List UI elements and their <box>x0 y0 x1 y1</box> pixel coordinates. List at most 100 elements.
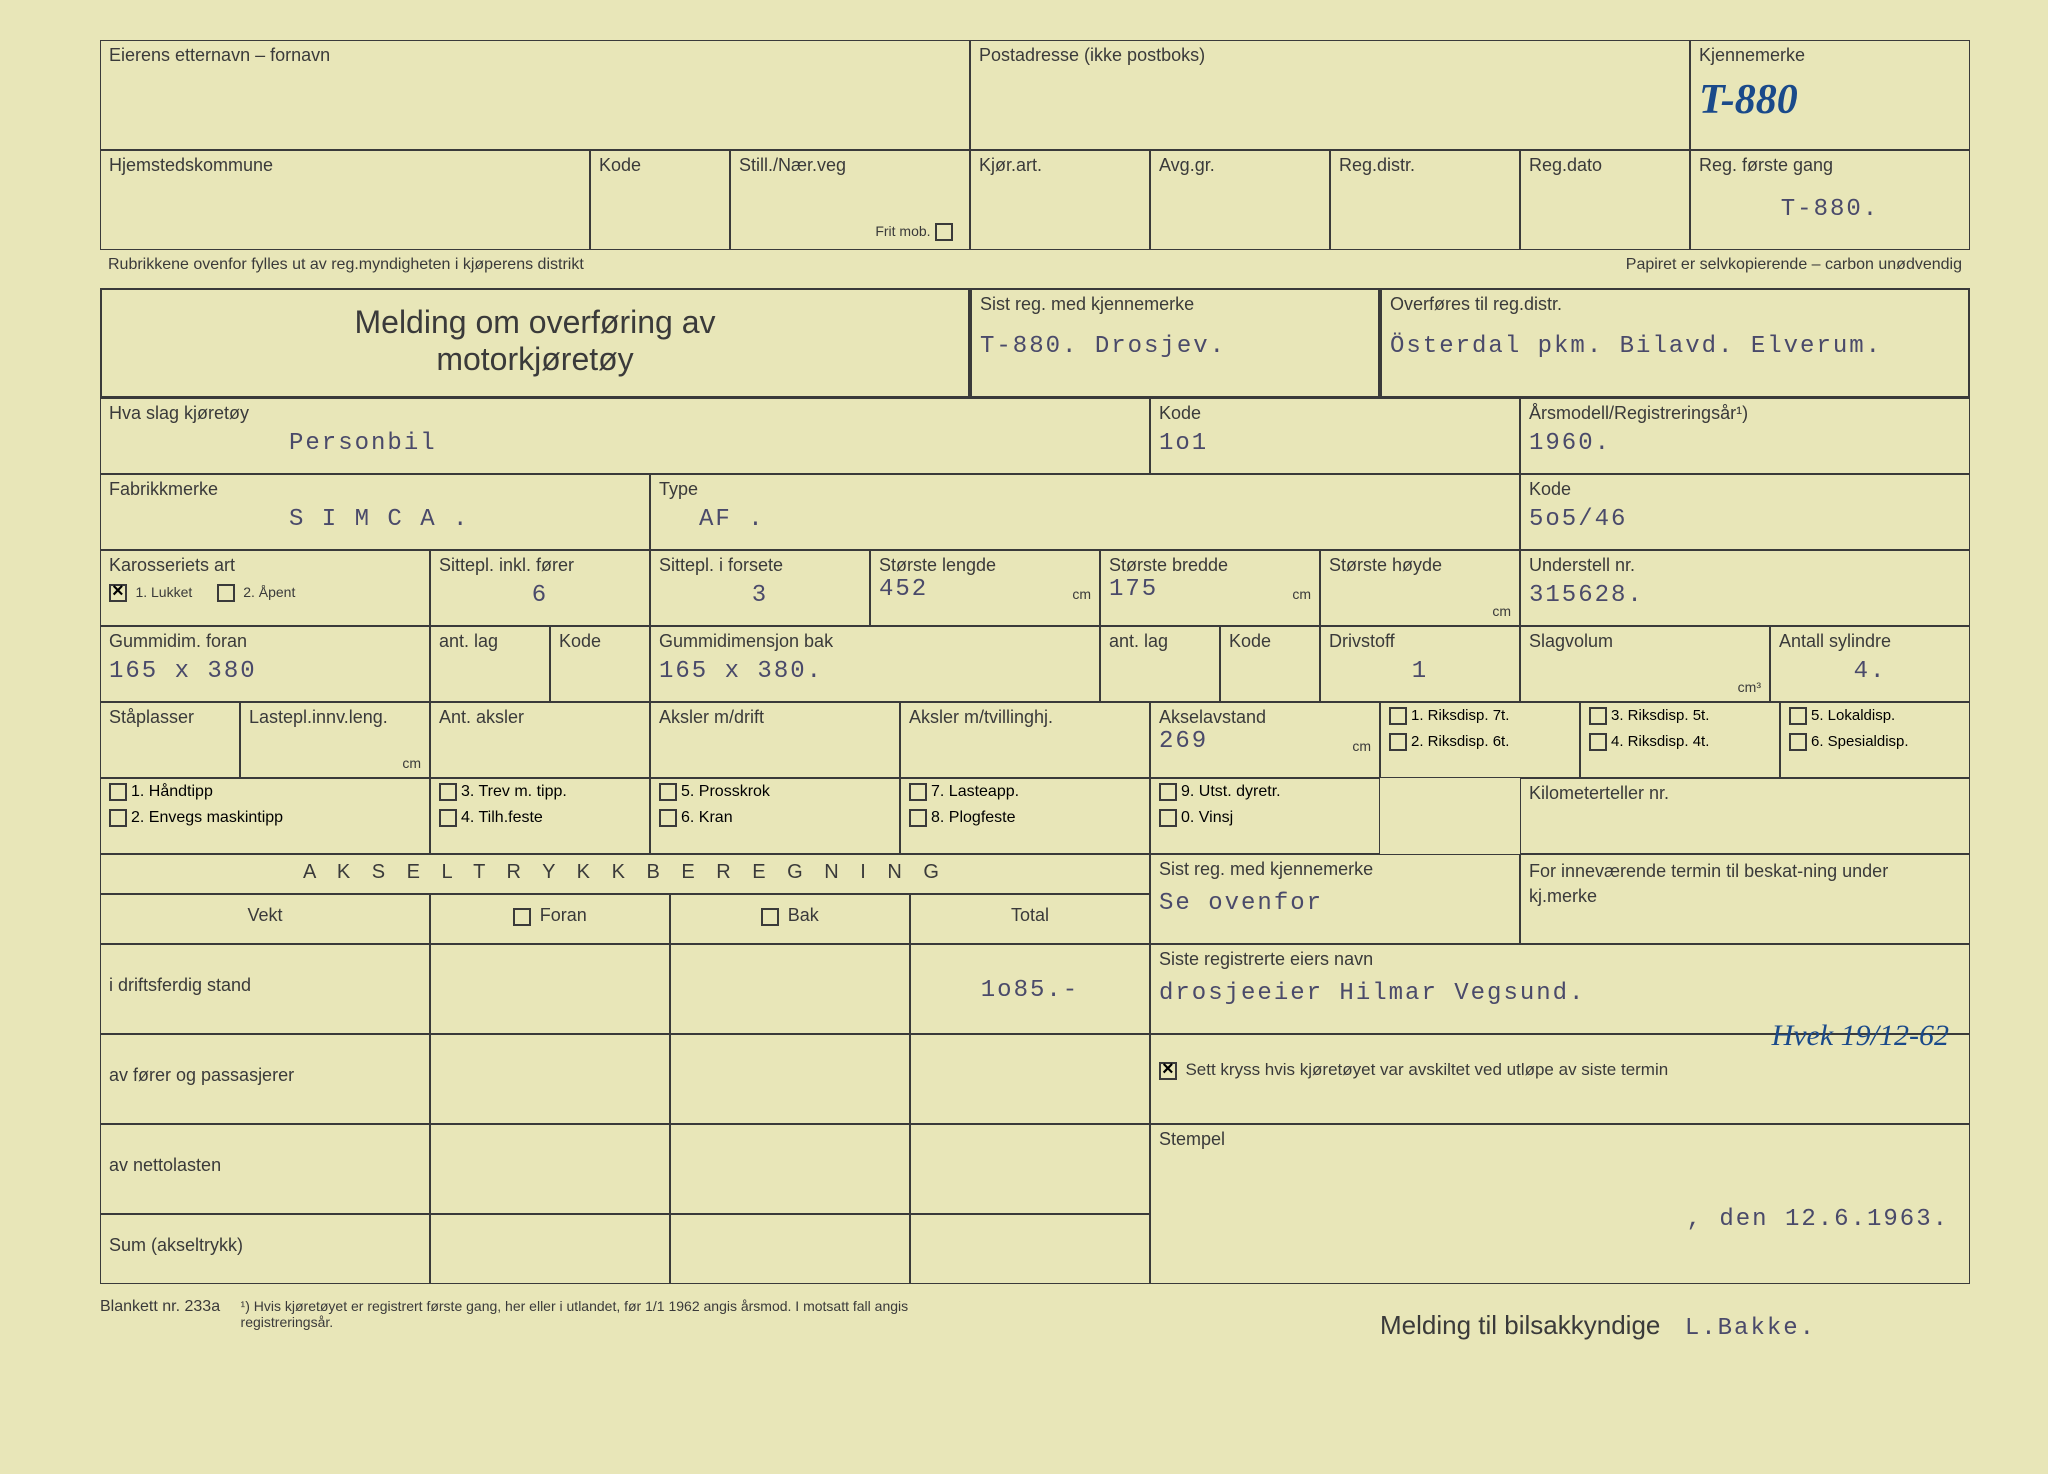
carbon-note: Papiret er selvkopierende – carbon unødv… <box>1626 256 1962 274</box>
driver-bak <box>670 1034 910 1124</box>
closed-label: 1. Lukket <box>135 584 192 600</box>
vehicle-type-cell: Hva slag kjøretøy Personbil <box>100 398 1150 474</box>
still-field: Still./Nær.veg Frit mob. <box>730 150 970 250</box>
eq90-cell: 9. Utst. dyretr. 0. Vinsj <box>1150 778 1380 854</box>
layers2-label: ant. lag <box>1109 631 1211 652</box>
axle-count-label: Ant. aksler <box>439 707 641 728</box>
drive-type-label: Kjør.art. <box>979 155 1141 176</box>
tire-code2-label: Kode <box>1229 631 1311 652</box>
disp5-label: 5. Lokaldisp. <box>1811 707 1895 724</box>
note-row: Rubrikkene ovenfor fylles ut av reg.mynd… <box>100 256 1970 286</box>
height-label: Største høyde <box>1329 555 1511 576</box>
title-line2: motorkjøretøy <box>110 341 960 378</box>
footer-title: Melding til bilsakkyndige <box>1380 1310 1660 1340</box>
last-reg-label: Sist reg. med kjennemerke <box>980 294 1370 315</box>
body-type-label: Karosseriets art <box>109 555 421 576</box>
seats-incl-label: Sittepl. inkl. fører <box>439 555 641 576</box>
eq56-cell: 5. Prosskrok 6. Kran <box>650 778 900 854</box>
tire-front-value: 165 x 380 <box>109 658 421 685</box>
eq7-checkbox <box>909 783 927 801</box>
postal-label: Postadresse (ikke postboks) <box>979 45 1681 66</box>
code2-cell: Kode 5o5/46 <box>1520 474 1970 550</box>
ready-total: 1o85.- <box>919 977 1141 1004</box>
footer-right: Melding til bilsakkyndige L.Bakke. <box>1380 1310 1816 1342</box>
stamp-label: Stempel <box>1159 1129 1961 1150</box>
sum-bak <box>670 1214 910 1284</box>
disp3-checkbox <box>1589 707 1607 725</box>
disp6-label: 6. Spesialdisp. <box>1811 733 1909 750</box>
footer-left: Blankett nr. 233a ¹) Hvis kjøretøyet er … <box>100 1298 1150 1330</box>
last-reg-cell: Sist reg. med kjennemerke T-880. Drosjev… <box>970 288 1380 398</box>
form-area: Eierens etternavn – fornavn Postadresse … <box>60 40 1988 1434</box>
layers1-cell: ant. lag <box>430 626 550 702</box>
date-value: , den 12.6.1963. <box>1687 1206 1949 1233</box>
last-reg-value: T-880. Drosjev. <box>980 333 1370 360</box>
eq4-checkbox <box>439 809 457 827</box>
sum-total <box>910 1214 1150 1284</box>
reg-first-value: T-880. <box>1699 196 1961 223</box>
tax-label: For inneværende termin til beskat-ning u… <box>1529 859 1961 909</box>
eq5-checkbox <box>659 783 677 801</box>
disp1-checkbox <box>1389 707 1407 725</box>
width-value: 175 <box>1109 576 1158 603</box>
eq3-label: 3. Trev m. tipp. <box>461 783 567 800</box>
length-cell: Største lengde 452 cm <box>870 550 1100 626</box>
cm-1: cm <box>1072 586 1091 602</box>
load-cell: Lastepl.innv.leng. cm <box>240 702 430 778</box>
title-line1: Melding om overføring av <box>110 304 960 341</box>
net-total <box>910 1124 1150 1214</box>
ready-label: i driftsferdig stand <box>109 975 251 995</box>
signature: L.Bakke. <box>1685 1315 1816 1342</box>
total-label: Total <box>1011 905 1049 925</box>
eq78-cell: 7. Lasteapp. 8. Plogfeste <box>900 778 1150 854</box>
top-note: Rubrikkene ovenfor fylles ut av reg.mynd… <box>108 256 584 274</box>
eq5-label: 5. Prosskrok <box>681 783 770 800</box>
tire-code1-cell: Kode <box>550 626 650 702</box>
width-label: Største bredde <box>1109 555 1311 576</box>
plate-label: Kjennemerke <box>1699 45 1961 66</box>
right-lastreg-label: Sist reg. med kjennemerke <box>1159 859 1511 880</box>
footnote-text: ¹) Hvis kjøretøyet er registrert første … <box>241 1298 1001 1330</box>
bak-header: Bak <box>670 894 910 944</box>
drive-axles-label: Aksler m/drift <box>659 707 891 728</box>
municipality-label: Hjemstedskommune <box>109 155 581 176</box>
plate-field: Kjennemerke T-880 <box>1690 40 1970 150</box>
eq2-checkbox <box>109 809 127 827</box>
net-row-label: av nettolasten <box>100 1124 430 1214</box>
reg-first-label: Reg. første gang <box>1699 155 1961 176</box>
seats-front-value: 3 <box>659 582 861 609</box>
avg-gr-label: Avg.gr. <box>1159 155 1321 176</box>
foran-checkbox <box>513 908 531 926</box>
model-cell: Type AF . <box>650 474 1520 550</box>
vehicle-year-cell: Årsmodell/Registreringsår¹) 1960. <box>1520 398 1970 474</box>
foran-header: Foran <box>430 894 670 944</box>
vehicle-code-label: Kode <box>1159 403 1511 424</box>
seats-front-cell: Sittepl. i forsete 3 <box>650 550 870 626</box>
plate-value: T-880 <box>1699 76 1961 124</box>
chassis-label: Understell nr. <box>1529 555 1961 576</box>
eq6-label: 6. Kran <box>681 809 733 826</box>
cm-3: cm <box>1492 603 1511 619</box>
transfer-to-label: Overføres til reg.distr. <box>1390 294 1960 315</box>
right-lastreg-cell: Sist reg. med kjennemerke Se ovenfor <box>1150 854 1520 944</box>
frit-mob-label: Frit mob. <box>875 223 930 239</box>
cross-cell: Sett kryss hvis kjøretøyet var avskiltet… <box>1150 1034 1970 1124</box>
disp12-cell: 1. Riksdisp. 7t. 2. Riksdisp. 6t. <box>1380 702 1580 778</box>
owner-label: Siste registrerte eiers navn <box>1159 949 1961 970</box>
body-type-cell: Karosseriets art 1. Lukket 2. Åpent <box>100 550 430 626</box>
vehicle-year-label: Årsmodell/Registreringsår¹) <box>1529 403 1961 424</box>
owner-name-field: Eierens etternavn – fornavn <box>100 40 970 150</box>
eq9-label: 9. Utst. dyretr. <box>1181 783 1281 800</box>
drive-axles-cell: Aksler m/drift <box>650 702 900 778</box>
tire-code1-label: Kode <box>559 631 641 652</box>
ready-row-label: i driftsferdig stand <box>100 944 430 1034</box>
tire-rear-cell: Gummidimensjon bak 165 x 380. <box>650 626 1100 702</box>
driver-total <box>910 1034 1150 1124</box>
axle-count-cell: Ant. aksler <box>430 702 650 778</box>
disp34-cell: 3. Riksdisp. 5t. 4. Riksdisp. 4t. <box>1580 702 1780 778</box>
cm-2: cm <box>1292 586 1311 602</box>
eq0-checkbox <box>1159 809 1177 827</box>
cm-5: cm <box>1352 738 1371 754</box>
eq9-checkbox <box>1159 783 1177 801</box>
sum-row-label: Sum (akseltrykk) <box>100 1214 430 1284</box>
